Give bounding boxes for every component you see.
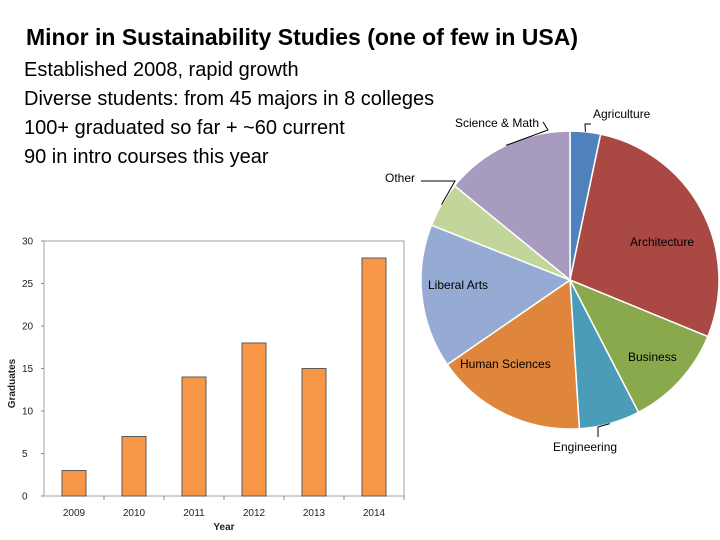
- pie-label: Business: [628, 350, 677, 364]
- x-tick-label: 2013: [303, 508, 326, 519]
- x-tick-label: 2014: [363, 508, 386, 519]
- x-tick-label: 2012: [243, 508, 266, 519]
- y-tick-label: 20: [22, 322, 34, 333]
- bar-2009: [61, 470, 87, 497]
- bullet-item: Established 2008, rapid growth: [24, 59, 299, 81]
- y-axis-title: Graduates: [7, 358, 18, 408]
- pie-label: Engineering: [553, 440, 617, 454]
- y-tick-label: 15: [22, 364, 34, 375]
- slide-title: Minor in Sustainability Studies (one of …: [26, 24, 579, 50]
- y-tick-label: 5: [22, 449, 28, 460]
- bar-2010: [121, 436, 147, 497]
- leader-line: [597, 423, 610, 437]
- bullet-item: Diverse students: from 45 majors in 8 co…: [24, 88, 435, 110]
- plot-frame: [43, 240, 405, 497]
- colleges-pie-chart: Agriculture Architecture Business Engineeri…: [385, 107, 720, 454]
- x-tick-label: 2011: [183, 508, 205, 519]
- y-tick-label: 25: [22, 279, 34, 290]
- pie-slice-business: [568, 278, 709, 414]
- leader-line: [505, 121, 549, 146]
- pie-slice-liberal-arts: [420, 224, 572, 366]
- pie-slice-human-sciences: [446, 278, 581, 430]
- pie-label: Science & Math: [455, 116, 539, 130]
- pie-slice-architecture: [569, 133, 720, 338]
- y-tick-label: 30: [22, 237, 34, 248]
- pie-label: Agriculture: [593, 107, 651, 121]
- x-tick-label: 2009: [63, 508, 86, 519]
- graduates-bar-chart: 0 5 10 15 20 25 30 2009 2010 2011 2012 2013 2014 Year…: [7, 237, 405, 533]
- bar-2014: [361, 257, 387, 497]
- bar-2012: [241, 342, 267, 497]
- pie-label: Other: [385, 171, 415, 185]
- x-tick-label: 2010: [123, 508, 146, 519]
- bullet-item: 100+ graduated so far + ~60 current: [24, 117, 345, 139]
- y-tick-label: 0: [22, 492, 28, 503]
- bar-2013: [301, 368, 327, 497]
- pie-label: Architecture: [630, 235, 694, 249]
- bullet-item: 90 in intro courses this year: [24, 146, 269, 168]
- x-axis-title: Year: [213, 522, 234, 533]
- leader-line: [421, 180, 456, 205]
- bar-2011: [181, 376, 207, 497]
- leader-line: [584, 123, 591, 132]
- bullet-list: Established 2008, rapid growth Diverse s…: [24, 56, 434, 172]
- pie-label: Human Sciences: [460, 357, 551, 371]
- y-tick-label: 10: [22, 407, 34, 418]
- pie-label: Liberal Arts: [428, 278, 488, 292]
